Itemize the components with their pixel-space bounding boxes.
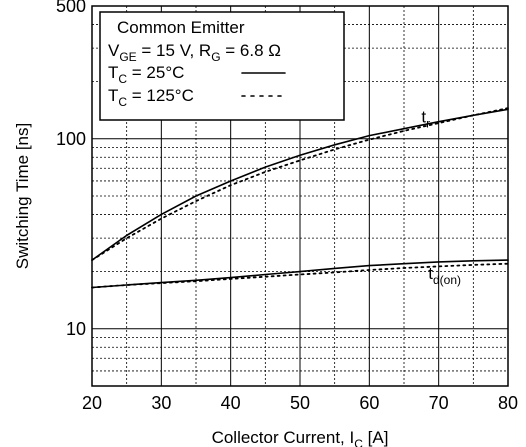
y-tick-label: 10	[66, 319, 86, 339]
legend-entry-label: TC = 25°C	[108, 63, 184, 86]
legend-conditions-part: G	[211, 50, 220, 64]
x-tick-label: 30	[151, 393, 171, 413]
x-tick-label: 70	[429, 393, 449, 413]
x-tick-label: 20	[82, 393, 102, 413]
curve-label: td(on)	[428, 264, 461, 287]
legend-conditions-part: = 15 V, R	[137, 41, 212, 60]
x-tick-label: 50	[290, 393, 310, 413]
legend-entry-part: T	[108, 63, 118, 82]
legend-conditions-part: GE	[119, 50, 136, 64]
y-tick-label: 500	[56, 0, 86, 16]
tick-labels: 20 30 40 50 60 70 80 10 100 500	[56, 0, 518, 413]
legend-box	[99, 11, 345, 121]
series-group	[91, 107, 509, 289]
plot-frame	[91, 5, 509, 387]
legend-entry-label: TC = 125°C	[108, 86, 194, 109]
x-axis-label-sub: C	[354, 437, 363, 447]
legend-title: Common Emitter	[117, 18, 245, 37]
legend-conditions-part: = 6.8 Ω	[221, 41, 281, 60]
curve-label-sub: r	[426, 116, 430, 130]
legend-entry-part: C	[118, 95, 127, 109]
legend-entry-part: C	[118, 72, 127, 86]
y-axis-label: Switching Time [ns]	[13, 123, 32, 269]
curve-label-main: t	[421, 107, 426, 126]
series-line-125c	[91, 262, 509, 289]
curve-label: tr	[421, 107, 430, 130]
grid-lines	[92, 6, 508, 386]
legend-conditions-part: V	[108, 41, 120, 60]
x-tick-label: 60	[359, 393, 379, 413]
x-axis-label: Collector Current, IC [A]	[212, 428, 389, 447]
curve-label-sub: d(on)	[433, 273, 461, 287]
curve-label-main: t	[428, 264, 433, 283]
series-line-25c	[91, 108, 509, 261]
series-line-25c	[91, 259, 509, 289]
legend-entry-part: = 125°C	[127, 86, 194, 105]
x-axis-label-tail: [A]	[363, 428, 389, 447]
y-tick-label: 100	[56, 129, 86, 149]
legend-entry-part: = 25°C	[127, 63, 184, 82]
legend-conditions: VGE = 15 V, RG = 6.8 Ω	[108, 41, 281, 64]
x-axis-label-main: Collector Current, I	[212, 428, 355, 447]
series-line-125c	[91, 107, 509, 261]
x-tick-label: 80	[498, 393, 518, 413]
x-tick-label: 40	[221, 393, 241, 413]
legend-entry-part: T	[108, 86, 118, 105]
